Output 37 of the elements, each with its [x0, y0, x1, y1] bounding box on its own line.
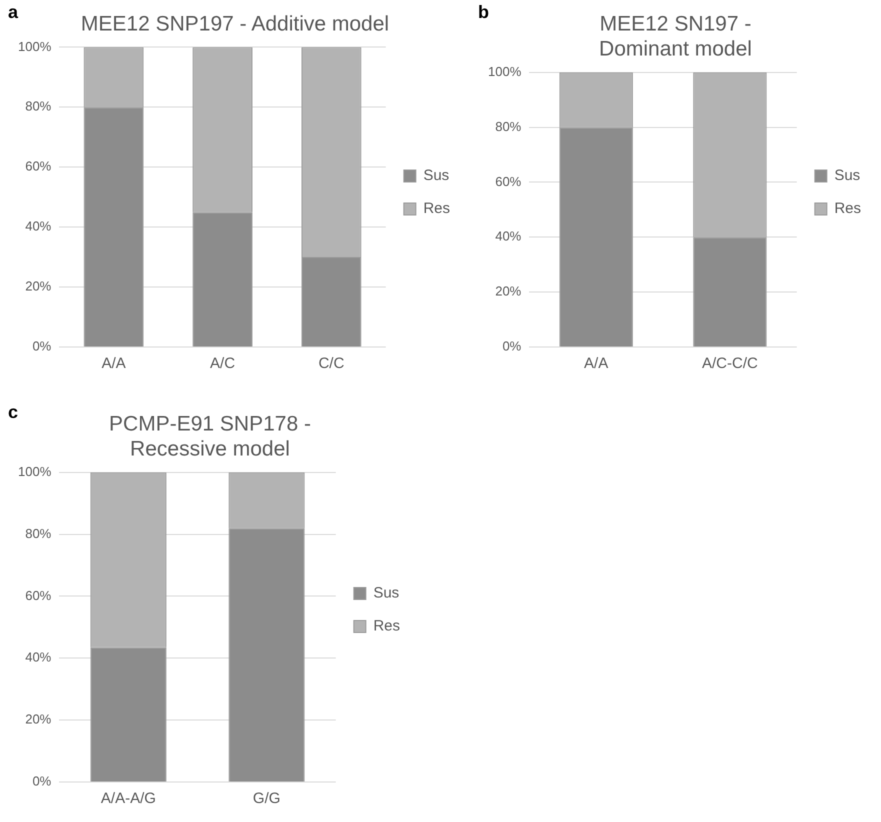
legend-label: Sus [423, 167, 450, 184]
y-tick-label: 20% [495, 284, 522, 299]
text: b [478, 2, 489, 22]
y-tick-label: 80% [495, 118, 522, 134]
y-tick-label: 40% [495, 228, 522, 244]
y-tick-label: 40% [25, 650, 52, 665]
x-tick-label: A/A-A/G [100, 790, 156, 808]
y-tick-label: 60% [25, 158, 52, 174]
legend-label: Res [423, 200, 450, 218]
x-tick-label: A/A [584, 355, 608, 372]
chart-title: MEE12 SNP197 - Additive model [80, 12, 390, 36]
x-tick-label: A/C [210, 355, 236, 372]
legend-label: Sus [373, 584, 400, 602]
chart-title: PCMP-E91 SNP178 - Recessive model [109, 412, 311, 461]
text: a [8, 2, 19, 22]
legend-label: Res [834, 200, 862, 218]
y-tick-label: 100% [18, 38, 52, 54]
y-tick-label: 0% [32, 774, 52, 789]
y-tick-label: 60% [495, 174, 522, 189]
y-tick-label: 80% [25, 526, 52, 541]
y-tick-label: 40% [25, 218, 52, 234]
y-tick-label: 20% [25, 278, 52, 294]
y-tick-label: 80% [25, 98, 52, 114]
chart-title: MEE12 SN197 - Dominant model [599, 12, 752, 61]
x-tick-label: G/G [252, 790, 280, 808]
y-tick-label: 20% [25, 712, 52, 727]
y-tick-label: 100% [18, 464, 52, 479]
legend-label: Res [373, 618, 400, 635]
text: c [8, 402, 18, 422]
y-tick-label: 0% [502, 338, 522, 354]
x-tick-label: A/A [102, 355, 126, 372]
y-tick-label: 0% [32, 338, 52, 354]
x-tick-label: C/C [318, 355, 344, 372]
x-tick-label: A/C-C/C [702, 355, 758, 372]
y-tick-label: 100% [488, 64, 522, 79]
y-tick-label: 60% [25, 588, 52, 603]
legend-label: Sus [834, 167, 860, 184]
